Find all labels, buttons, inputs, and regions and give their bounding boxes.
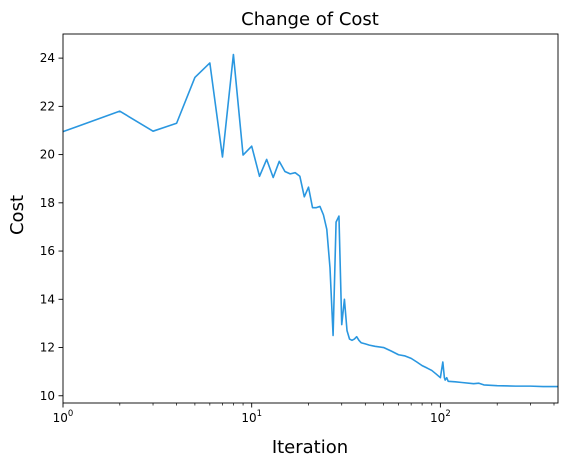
y-tick-label: 10 xyxy=(40,389,55,403)
chart-title: Change of Cost xyxy=(241,9,379,30)
x-tick-label: 101 xyxy=(241,409,262,425)
y-tick-label: 16 xyxy=(40,244,55,258)
x-tick-label: 100 xyxy=(53,409,74,425)
y-tick-label: 12 xyxy=(40,341,55,355)
y-tick-label: 24 xyxy=(40,51,55,65)
plot-area: 100 101 102 10 12 14 16 18 20 22 24 xyxy=(40,33,559,425)
x-axis-label: Iteration xyxy=(272,437,348,458)
y-tick-label: 20 xyxy=(40,148,55,162)
y-tick-label: 14 xyxy=(40,292,55,306)
y-tick-label: 18 xyxy=(40,196,55,210)
y-axis-label: Cost xyxy=(7,195,28,235)
y-tick-label: 22 xyxy=(40,99,55,113)
series-line-0 xyxy=(62,53,558,388)
x-tick-label: 102 xyxy=(430,409,451,425)
plot-frame xyxy=(62,33,559,404)
